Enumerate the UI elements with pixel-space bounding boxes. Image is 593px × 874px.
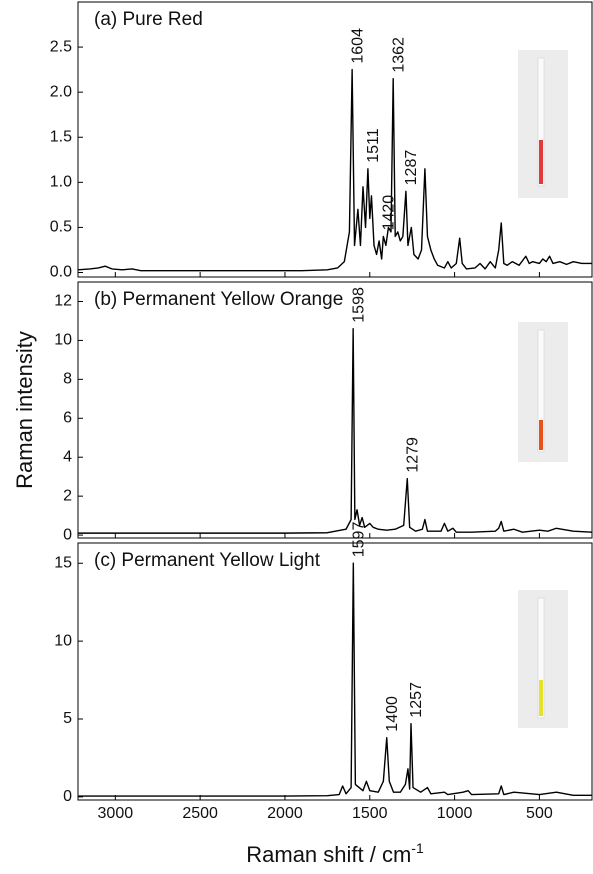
x-tick-label: 1000	[437, 805, 473, 822]
spectrum-line	[78, 562, 592, 797]
y-tick-label: 0	[63, 526, 72, 543]
y-tick-label: 1.5	[50, 128, 72, 145]
x-axis-label-text: Raman shift / cm	[246, 842, 411, 867]
y-tick-label: 2.0	[50, 83, 72, 100]
y-tick-label: 0.5	[50, 219, 72, 236]
peak-label: 1279	[404, 437, 421, 473]
x-tick-label: 2000	[267, 805, 303, 822]
x-axis-label: Raman shift / cm-1	[246, 840, 424, 867]
x-tick-label: 3000	[98, 805, 134, 822]
peak-label: 1511	[365, 128, 382, 163]
plot-frame	[77, 281, 593, 539]
peak-label: 1420	[381, 195, 398, 231]
y-tick-label: 2	[63, 487, 72, 504]
panel-title: (a) Pure Red	[94, 9, 203, 30]
panel-title: (c) Permanent Yellow Light	[94, 550, 321, 571]
y-tick-label: 6	[63, 409, 72, 426]
peak-label: 1287	[403, 150, 420, 186]
y-axis-label: Raman intensity	[12, 331, 37, 489]
tube	[537, 597, 545, 719]
tube	[537, 329, 545, 453]
peak-label: 1604	[349, 28, 366, 64]
y-tick-label: 1.0	[50, 174, 72, 191]
y-tick-label: 0	[63, 788, 72, 805]
tube	[537, 57, 545, 187]
peak-label: 1598	[350, 287, 367, 323]
y-tick-label: 2.5	[50, 38, 72, 55]
y-tick-label: 8	[63, 371, 72, 388]
x-tick-label: 500	[526, 805, 553, 822]
x-tick-label: 1500	[352, 805, 388, 822]
panel-title: (b) Permanent Yellow Orange	[94, 289, 343, 310]
y-tick-label: 10	[54, 632, 72, 649]
inset-photos	[518, 50, 568, 728]
plot-frame	[77, 542, 593, 801]
peak-label: 1597	[351, 522, 368, 558]
y-tick-label: 10	[54, 332, 72, 349]
plot-frame	[77, 1, 593, 278]
y-tick-label: 4	[63, 448, 72, 465]
peak-label: 1257	[408, 682, 425, 718]
paint	[539, 680, 543, 716]
paint	[539, 420, 543, 450]
x-tick-label: 2500	[182, 805, 218, 822]
y-tick-label: 0.0	[50, 264, 72, 281]
peak-label: 1362	[390, 37, 407, 73]
spectrum-line	[78, 328, 593, 534]
x-axis-label-superscript: -1	[411, 840, 424, 856]
spectrum-line	[77, 68, 592, 272]
y-tick-label: 5	[63, 710, 72, 727]
y-tick-label: 12	[54, 293, 72, 310]
y-tick-label: 15	[54, 554, 72, 571]
peak-label: 1400	[384, 696, 401, 732]
paint	[539, 140, 543, 184]
